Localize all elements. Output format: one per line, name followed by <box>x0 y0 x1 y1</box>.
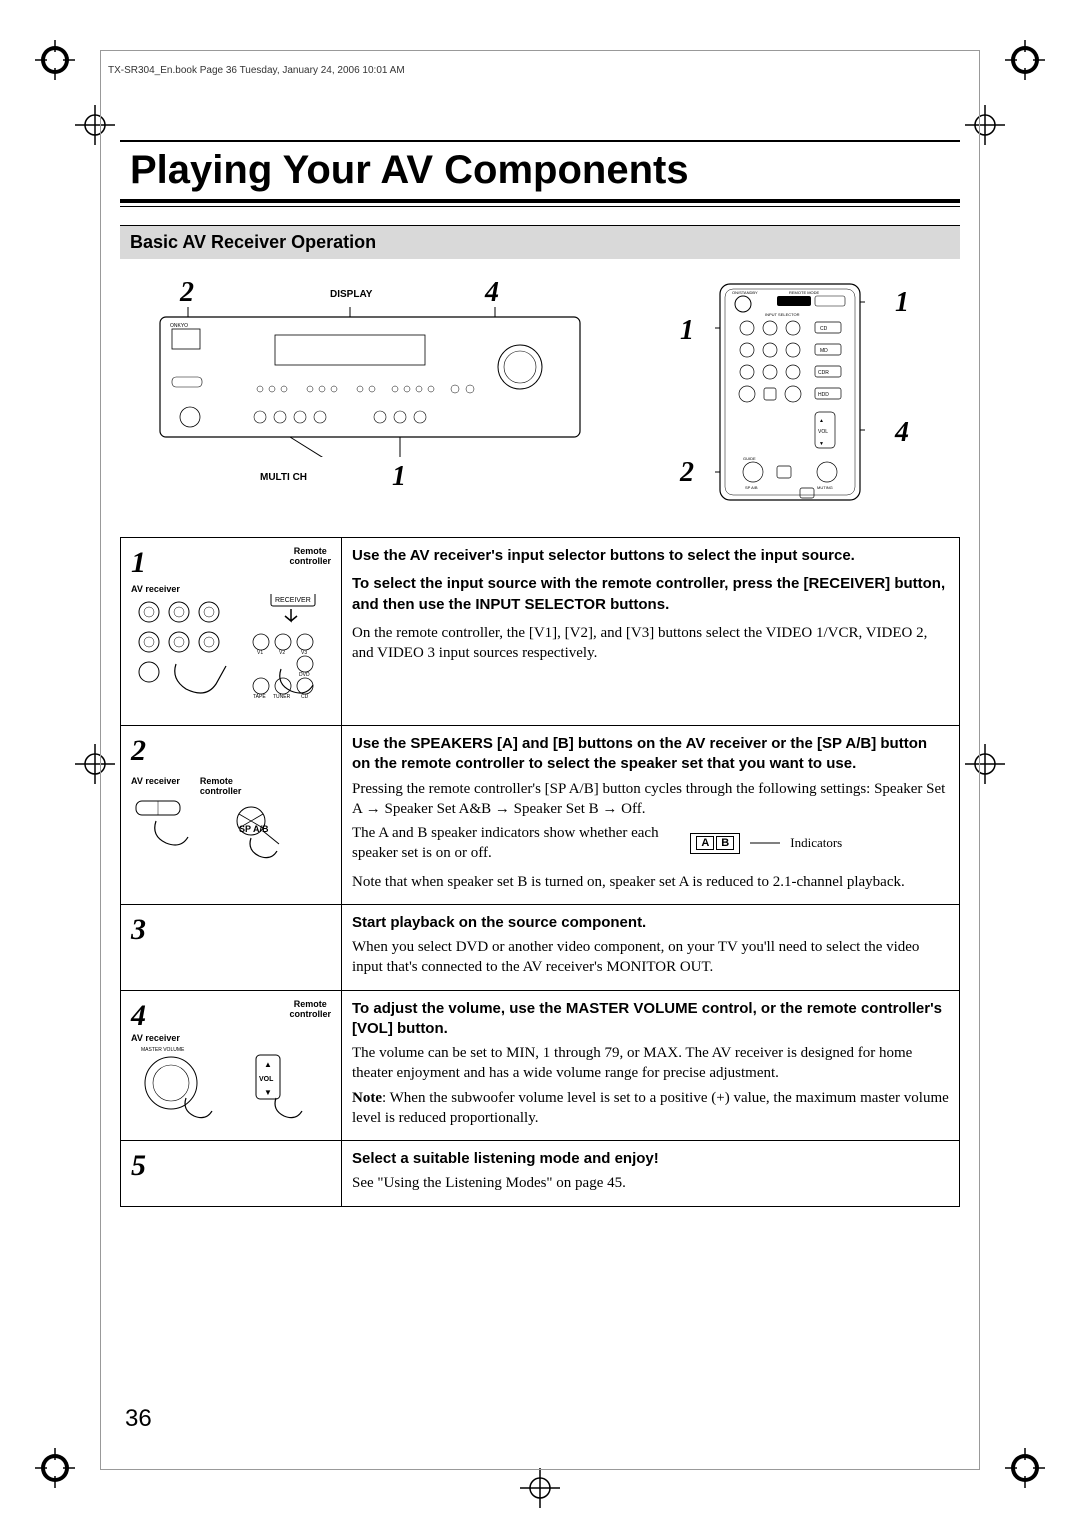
page-title: Playing Your AV Components <box>120 140 960 203</box>
step2-left: 2 AV receiver Remote controller SP A/B <box>121 726 342 905</box>
step1-num: 1 <box>131 546 146 580</box>
svg-text:CDR: CDR <box>818 370 829 376</box>
display-label: DISPLAY <box>330 289 372 300</box>
svg-text:ON/STANDBY: ON/STANDBY <box>732 290 758 295</box>
step4-right: To adjust the volume, use the MASTER VOL… <box>342 990 960 1141</box>
crop-mark-icon <box>35 1448 75 1488</box>
av-label: AV receiver <box>131 584 331 594</box>
svg-text:GUIDE: GUIDE <box>743 456 756 461</box>
callout-2: 2 <box>180 277 194 309</box>
header-crop-info: TX-SR304_En.book Page 36 Tuesday, Januar… <box>108 65 405 76</box>
svg-text:▲: ▲ <box>819 418 824 424</box>
table-row: 5 Select a suitable listening mode and e… <box>121 1141 960 1207</box>
remote-callout-4: 4 <box>895 417 909 449</box>
rc-label: Remote controller <box>200 776 242 796</box>
table-row: 2 AV receiver Remote controller SP A/B <box>121 726 960 905</box>
page-number: 36 <box>125 1405 152 1433</box>
svg-text:V2: V2 <box>279 650 285 656</box>
remote-callout-1a: 1 <box>680 315 694 347</box>
rc-label: Remote controller <box>289 999 331 1019</box>
rc-label: Remote controller <box>289 546 331 566</box>
crop-mark-icon <box>1005 40 1045 80</box>
step3-left: 3 <box>121 904 342 990</box>
step2-icon <box>131 796 331 866</box>
svg-text:CD: CD <box>301 694 309 700</box>
receiver-diagram: 2 DISPLAY 4 ONKYO <box>150 277 600 497</box>
step1-sub: To select the input source with the remo… <box>352 574 949 615</box>
svg-text:RECEIVER: RECEIVER <box>275 597 311 604</box>
svg-text:ONKYO: ONKYO <box>170 323 188 329</box>
crop-mark-icon <box>35 40 75 80</box>
section-header: Basic AV Receiver Operation <box>120 225 960 259</box>
remote-callout-1b: 1 <box>895 287 909 319</box>
step1-body: On the remote controller, the [V1], [V2]… <box>352 623 949 664</box>
step5-right: Select a suitable listening mode and enj… <box>342 1141 960 1207</box>
step2-body2: The A and B speaker indicators show whet… <box>352 823 680 864</box>
title-underline <box>120 205 960 207</box>
step3-num: 3 <box>131 913 146 947</box>
step5-heading: Select a suitable listening mode and enj… <box>352 1149 949 1169</box>
indicator-b: B <box>716 836 734 850</box>
remote-diagram: ON/STANDBY REMOTE MODE INPUT SELECTOR CD… <box>640 277 940 507</box>
svg-text:SP A/B: SP A/B <box>745 485 758 490</box>
step5-body: See "Using the Listening Modes" on page … <box>352 1173 949 1193</box>
svg-text:VOL: VOL <box>818 429 828 435</box>
svg-text:CD: CD <box>820 326 828 332</box>
remote-callout-2: 2 <box>680 457 694 489</box>
step2-body1: Pressing the remote controller's [SP A/B… <box>352 779 949 820</box>
step5-num: 5 <box>131 1149 146 1183</box>
indicator-box: AB <box>690 833 740 854</box>
multich-label: MULTI CH <box>260 472 307 483</box>
av-label: AV receiver <box>131 1033 331 1043</box>
svg-text:V1: V1 <box>257 650 263 656</box>
step2-heading: Use the SPEAKERS [A] and [B] buttons on … <box>352 734 949 775</box>
svg-text:TUNER: TUNER <box>273 694 291 700</box>
svg-text:MD: MD <box>820 348 828 354</box>
step4-icon: MASTER VOLUME ▲ VOL ▼ <box>131 1043 331 1123</box>
step1-left: 1 Remote controller AV receiver <box>121 538 342 726</box>
step3-body: When you select DVD or another video com… <box>352 937 949 978</box>
svg-text:V3: V3 <box>301 650 307 656</box>
step1-right: Use the AV receiver's input selector but… <box>342 538 960 726</box>
steps-table: 1 Remote controller AV receiver <box>120 537 960 1207</box>
step4-heading: To adjust the volume, use the MASTER VOL… <box>352 999 949 1040</box>
svg-text:INPUT SELECTOR: INPUT SELECTOR <box>765 312 800 317</box>
spab-label: SP A/B <box>239 824 269 834</box>
step2-body3: Note that when speaker set B is turned o… <box>352 872 949 892</box>
svg-text:▼: ▼ <box>819 441 824 447</box>
step1-heading: Use the AV receiver's input selector but… <box>352 546 949 566</box>
step2-num: 2 <box>131 734 146 768</box>
crop-mark-icon <box>520 1468 560 1508</box>
step4-num: 4 <box>131 999 146 1033</box>
note-label: Note <box>352 1090 382 1106</box>
table-row: 3 Start playback on the source component… <box>121 904 960 990</box>
svg-text:DVD: DVD <box>299 672 310 678</box>
table-row: 1 Remote controller AV receiver <box>121 538 960 726</box>
svg-text:MUTING: MUTING <box>817 485 833 490</box>
indicator-a: A <box>696 836 714 850</box>
indicator-label: Indicators <box>790 834 842 852</box>
step1-icon: RECEIVER V1 V2 V3 DVD TAPE TUNER CD <box>131 594 331 714</box>
svg-text:HDD: HDD <box>818 392 829 398</box>
step2-right: Use the SPEAKERS [A] and [B] buttons on … <box>342 726 960 905</box>
svg-text:REMOTE MODE: REMOTE MODE <box>789 290 820 295</box>
svg-text:VOL: VOL <box>259 1076 274 1083</box>
step4-note: : When the subwoofer volume level is set… <box>352 1090 949 1126</box>
av-label: AV receiver <box>131 776 180 796</box>
crop-mark-icon <box>1005 1448 1045 1488</box>
svg-text:TAPE: TAPE <box>253 694 266 700</box>
svg-text:MASTER VOLUME: MASTER VOLUME <box>141 1047 185 1053</box>
callout-4: 4 <box>485 277 499 309</box>
svg-text:▼: ▼ <box>264 1088 272 1097</box>
step5-left: 5 <box>121 1141 342 1207</box>
step3-right: Start playback on the source component. … <box>342 904 960 990</box>
table-row: 4 Remote controller AV receiver MASTER V… <box>121 990 960 1141</box>
svg-text:▲: ▲ <box>264 1060 272 1069</box>
step4-body1: The volume can be set to MIN, 1 through … <box>352 1043 949 1084</box>
step3-heading: Start playback on the source component. <box>352 913 949 933</box>
callout-1: 1 <box>392 461 406 493</box>
step4-left: 4 Remote controller AV receiver MASTER V… <box>121 990 342 1141</box>
